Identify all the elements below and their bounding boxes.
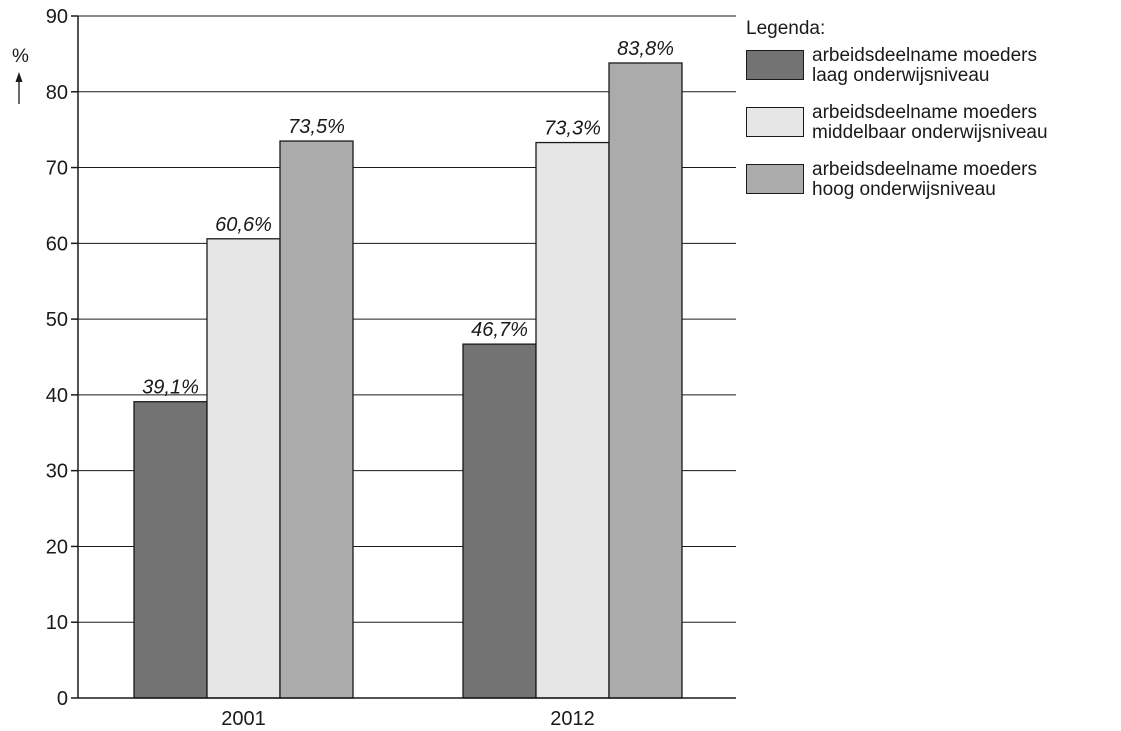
y-ticks: 0 10 20 30 40 50 60 70 80 90 — [46, 6, 78, 710]
y-tick-label: 10 — [46, 612, 68, 634]
legend: Legenda: arbeidsdeelname moeders laag on… — [746, 18, 1116, 217]
bar — [206, 238, 281, 699]
legend-item-middelbaar: arbeidsdeelname moeders middelbaar onder… — [746, 103, 1116, 160]
legend-label-line2: laag onderwijsniveau — [812, 65, 990, 86]
legend-item-hoog: arbeidsdeelname moeders hoog onderwijsni… — [746, 160, 1116, 217]
data-label: 60,6% — [215, 214, 272, 236]
legend-label-hoog: arbeidsdeelname moeders hoog onderwijsni… — [812, 160, 1112, 200]
legend-item-laag: arbeidsdeelname moeders laag onderwijsni… — [746, 46, 1116, 103]
data-label: 83,8% — [617, 38, 674, 60]
legend-label-line1: arbeidsdeelname moeders — [812, 45, 1037, 66]
data-labels: 39,1% 60,6% 73,5% 46,7% 73,3% 83,8% — [142, 38, 674, 399]
data-label: 46,7% — [471, 319, 528, 341]
y-tick-label: 70 — [46, 158, 68, 180]
y-tick-label: 20 — [46, 536, 68, 558]
x-category-labels: 2001 2012 — [221, 708, 595, 730]
data-label: 73,3% — [544, 118, 601, 140]
legend-swatch-middelbaar — [746, 107, 804, 137]
bars — [133, 62, 683, 699]
y-tick-label: 60 — [46, 233, 68, 255]
bar — [608, 62, 683, 699]
y-tick-label: 80 — [46, 82, 68, 104]
data-label: 39,1% — [142, 377, 199, 399]
data-label: 73,5% — [288, 116, 345, 138]
legend-label-laag: arbeidsdeelname moeders laag onderwijsni… — [812, 46, 1112, 86]
bar — [535, 141, 610, 699]
legend-title: Legenda: — [746, 18, 826, 39]
legend-label-line1: arbeidsdeelname moeders — [812, 102, 1037, 123]
y-tick-label: 0 — [57, 688, 68, 710]
legend-label-middelbaar: arbeidsdeelname moeders middelbaar onder… — [812, 103, 1112, 143]
y-tick-label: 40 — [46, 385, 68, 407]
y-tick-label: 30 — [46, 461, 68, 483]
axes — [77, 16, 736, 699]
bar — [279, 140, 354, 699]
legend-label-line2: middelbaar onderwijsniveau — [812, 122, 1048, 143]
x-tick-label: 2001 — [221, 708, 266, 730]
y-tick-label: 50 — [46, 309, 68, 331]
bar — [133, 401, 208, 699]
legend-label-line2: hoog onderwijsniveau — [812, 179, 996, 200]
y-axis-label: % — [12, 46, 29, 67]
x-tick-label: 2012 — [550, 708, 595, 730]
legend-swatch-hoog — [746, 164, 804, 194]
up-arrow-head-icon — [15, 72, 23, 82]
y-tick-label: 90 — [46, 6, 68, 28]
legend-swatch-laag — [746, 50, 804, 80]
legend-label-line1: arbeidsdeelname moeders — [812, 159, 1037, 180]
bar — [462, 343, 537, 699]
y-axis-unit: % — [12, 46, 29, 104]
